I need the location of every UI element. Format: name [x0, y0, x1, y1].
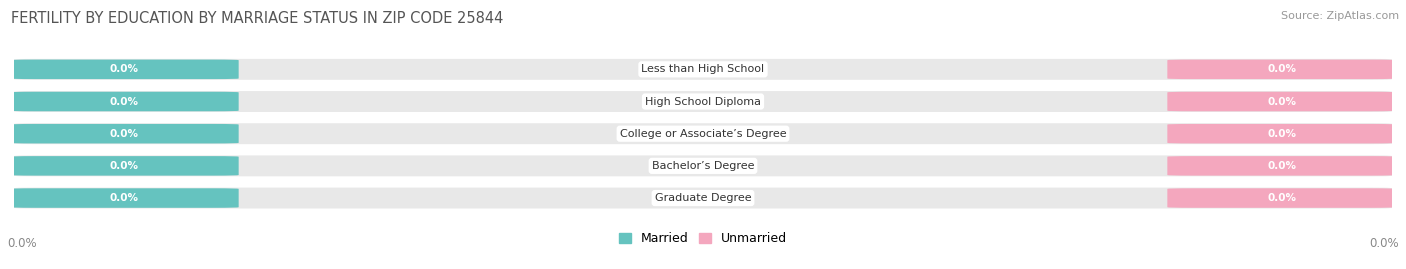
Legend: Married, Unmarried: Married, Unmarried — [619, 232, 787, 245]
FancyBboxPatch shape — [10, 124, 239, 143]
FancyBboxPatch shape — [1167, 92, 1396, 111]
Text: FERTILITY BY EDUCATION BY MARRIAGE STATUS IN ZIP CODE 25844: FERTILITY BY EDUCATION BY MARRIAGE STATU… — [11, 11, 503, 26]
FancyBboxPatch shape — [10, 156, 239, 176]
FancyBboxPatch shape — [1167, 60, 1396, 79]
Text: Graduate Degree: Graduate Degree — [655, 193, 751, 203]
Text: 0.0%: 0.0% — [1267, 193, 1296, 203]
FancyBboxPatch shape — [1167, 188, 1396, 208]
Text: 0.0%: 0.0% — [1267, 97, 1296, 107]
Text: 0.0%: 0.0% — [1267, 129, 1296, 139]
FancyBboxPatch shape — [14, 123, 1392, 144]
FancyBboxPatch shape — [14, 155, 1392, 176]
Text: High School Diploma: High School Diploma — [645, 97, 761, 107]
FancyBboxPatch shape — [14, 59, 1392, 80]
FancyBboxPatch shape — [14, 187, 1392, 208]
Text: 0.0%: 0.0% — [110, 129, 139, 139]
Text: 0.0%: 0.0% — [110, 97, 139, 107]
FancyBboxPatch shape — [10, 92, 239, 111]
Text: 0.0%: 0.0% — [1267, 64, 1296, 74]
Text: 0.0%: 0.0% — [1267, 161, 1296, 171]
Text: 0.0%: 0.0% — [110, 161, 139, 171]
Text: 0.0%: 0.0% — [110, 193, 139, 203]
Text: Less than High School: Less than High School — [641, 64, 765, 74]
Text: Source: ZipAtlas.com: Source: ZipAtlas.com — [1281, 11, 1399, 21]
Text: College or Associate’s Degree: College or Associate’s Degree — [620, 129, 786, 139]
FancyBboxPatch shape — [1167, 156, 1396, 176]
Text: Bachelor’s Degree: Bachelor’s Degree — [652, 161, 754, 171]
FancyBboxPatch shape — [10, 188, 239, 208]
Text: 0.0%: 0.0% — [7, 237, 37, 250]
FancyBboxPatch shape — [10, 60, 239, 79]
FancyBboxPatch shape — [14, 91, 1392, 112]
FancyBboxPatch shape — [1167, 124, 1396, 143]
Text: 0.0%: 0.0% — [1369, 237, 1399, 250]
Text: 0.0%: 0.0% — [110, 64, 139, 74]
